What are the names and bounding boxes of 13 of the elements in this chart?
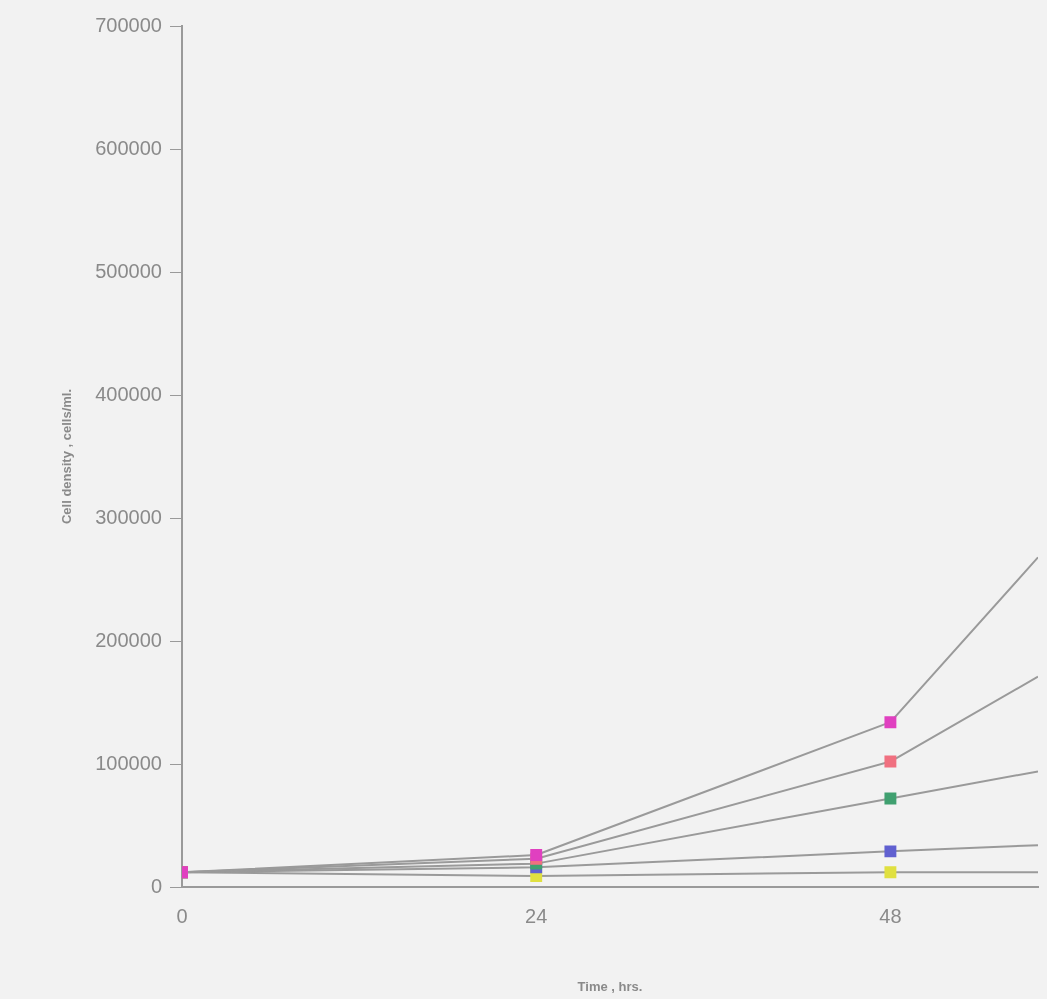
y-axis-title: Cell density , cells/ml. [59, 388, 75, 525]
y-tick-label: 300000 [95, 505, 162, 528]
y-tick-label: 100000 [95, 751, 162, 774]
y-tick-label: 0 [150, 874, 162, 897]
y-tick-label: 400000 [95, 382, 162, 405]
y-tick-label: 200000 [95, 628, 162, 651]
y-tick-label: 500000 [95, 259, 162, 282]
x-tick-label: 0 [176, 904, 188, 927]
x-tick-label: 48 [879, 904, 902, 927]
x-tick-label: 24 [525, 904, 548, 927]
y-tick-label: 600000 [95, 136, 162, 159]
x-axis-title: Time , hrs. [577, 978, 643, 994]
y-tick-label: 700000 [95, 13, 162, 36]
